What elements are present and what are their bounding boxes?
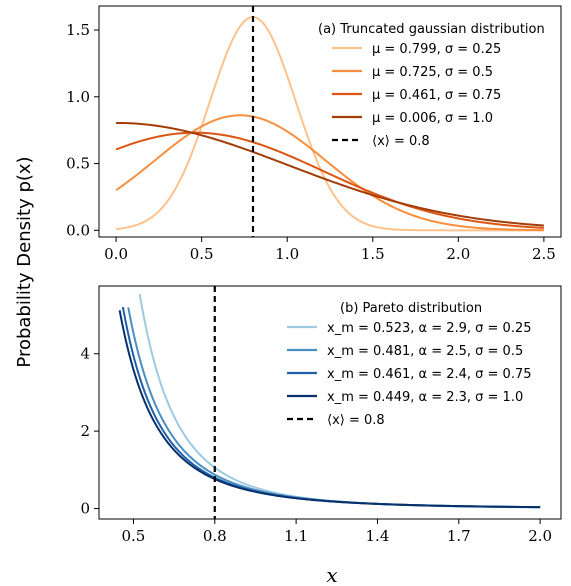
series-line-a-1 xyxy=(116,16,544,232)
panel-b-legend: (b) Pareto distribution x_m = 0.523, α = … xyxy=(287,301,532,428)
series-line-a-2 xyxy=(115,114,544,232)
legend-label-a-1: μ = 0.725, σ = 0.5 xyxy=(372,65,493,80)
x-tick-label-a-5: 2.5 xyxy=(532,245,556,263)
panel-b-series-group xyxy=(118,286,541,519)
x-tick-label-a-1: 0.5 xyxy=(190,245,214,263)
panel-b: 0.5 0.8 1.1 1.4 1.7 2.0 0 2 4 (b) Pareto distrib… xyxy=(80,285,562,545)
y-tick-label-b-1: 2 xyxy=(80,422,90,440)
x-tick-label-b-2: 1.1 xyxy=(284,527,308,545)
y-tick-label-b-2: 4 xyxy=(80,345,90,363)
panel-a-ticks: 0.0 0.5 1.0 1.5 2.0 2.5 0.0 0.5 1.0 1.5 xyxy=(66,21,556,263)
x-tick-label-a-0: 0.0 xyxy=(104,245,128,263)
panel-a-series-group xyxy=(115,6,544,237)
y-tick-label-a-0: 0.0 xyxy=(66,221,90,239)
x-tick-label-a-2: 1.0 xyxy=(275,245,299,263)
x-tick-label-b-5: 2.0 xyxy=(528,527,552,545)
y-tick-label-a-2: 1.0 xyxy=(66,88,90,106)
legend-label-b-2: x_m = 0.461, α = 2.4, σ = 0.75 xyxy=(327,367,532,382)
y-tick-label-a-3: 1.5 xyxy=(66,21,90,39)
series-line-a-3 xyxy=(115,131,544,229)
legend-label-b-3: x_m = 0.449, α = 2.3, σ = 1.0 xyxy=(327,390,523,405)
legend-label-b-4: ⟨x⟩ = 0.8 xyxy=(327,413,385,428)
legend-label-a-4: ⟨x⟩ = 0.8 xyxy=(372,134,430,149)
x-tick-label-a-4: 2.0 xyxy=(446,245,470,263)
series-line-a-4 xyxy=(116,121,544,227)
panel-b-frame xyxy=(98,285,562,520)
panel-a-legend: (a) Truncated gaussian distribution μ = 0… xyxy=(318,22,545,149)
y-axis-label: Probability Density p(x) xyxy=(14,156,35,367)
legend-title-a: (a) Truncated gaussian distribution xyxy=(318,22,545,37)
y-tick-label-a-1: 0.5 xyxy=(66,155,90,173)
x-axis-label: x xyxy=(326,563,337,586)
series-line-b-2 xyxy=(127,307,541,509)
panel-b-ticks: 0.5 0.8 1.1 1.4 1.7 2.0 0 2 4 xyxy=(80,345,552,545)
x-tick-label-a-3: 1.5 xyxy=(361,245,385,263)
legend-label-a-0: μ = 0.799, σ = 0.25 xyxy=(372,42,501,57)
legend-label-a-3: μ = 0.006, σ = 1.0 xyxy=(372,111,493,126)
x-tick-label-b-3: 1.4 xyxy=(366,527,390,545)
legend-label-b-0: x_m = 0.523, α = 2.9, σ = 0.25 xyxy=(327,321,532,336)
x-tick-label-b-4: 1.7 xyxy=(447,527,471,545)
panel-a-frame xyxy=(98,5,562,238)
series-line-b-3 xyxy=(121,306,541,509)
x-tick-label-b-0: 0.5 xyxy=(122,527,146,545)
legend-label-a-2: μ = 0.461, σ = 0.75 xyxy=(372,88,501,103)
legend-label-b-1: x_m = 0.481, α = 2.5, σ = 0.5 xyxy=(327,344,523,359)
y-tick-label-b-0: 0 xyxy=(80,500,90,518)
legend-title-b: (b) Pareto distribution xyxy=(340,301,482,316)
x-tick-label-b-1: 0.8 xyxy=(203,527,227,545)
series-line-b-4 xyxy=(118,310,541,509)
panel-a: 0.0 0.5 1.0 1.5 2.0 2.5 0.0 0.5 1.0 1.5 (a) Trunc… xyxy=(66,5,562,263)
